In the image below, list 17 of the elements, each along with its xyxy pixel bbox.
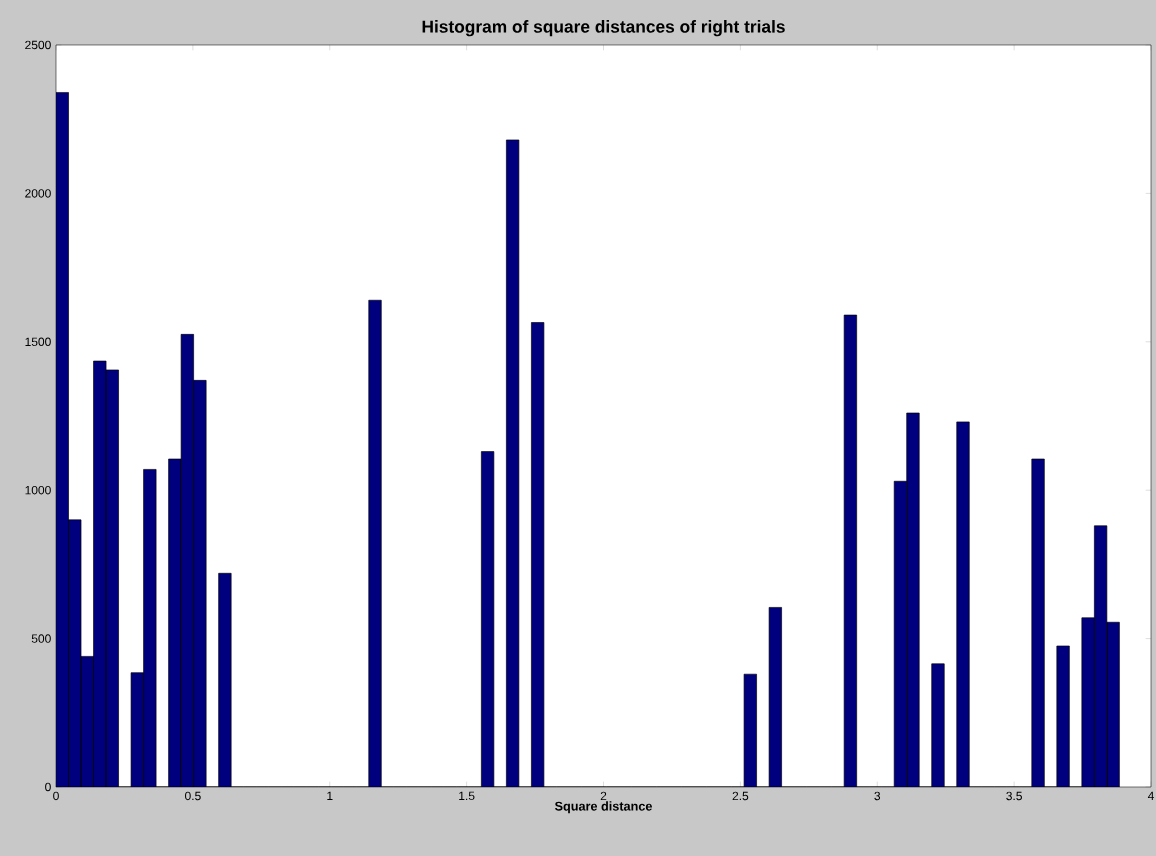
y-tick-label: 2500 xyxy=(25,40,51,50)
y-tick-label: 0 xyxy=(45,782,51,792)
chart-title: Histogram of square distances of right trials xyxy=(422,20,785,37)
x-tick-label: 1.5 xyxy=(459,791,475,801)
x-tick-label: 1 xyxy=(327,791,333,800)
y-tick-label: 1000 xyxy=(25,485,51,495)
x-axis-title: Square distance xyxy=(554,801,652,814)
x-tick-label: 3 xyxy=(874,791,881,801)
y-tick-label: 2000 xyxy=(25,189,51,198)
x-tick-label: 0 xyxy=(53,791,59,801)
y-tick-label: 1500 xyxy=(25,337,51,347)
x-tick-label: 0.5 xyxy=(185,791,201,801)
x-tick-label: 2.5 xyxy=(732,791,749,801)
y-tick-label: 500 xyxy=(31,634,51,643)
x-tick-label: 4 xyxy=(1147,791,1154,800)
x-tick-label: 3.5 xyxy=(1006,791,1022,801)
x-tick-label: 2 xyxy=(600,791,607,801)
